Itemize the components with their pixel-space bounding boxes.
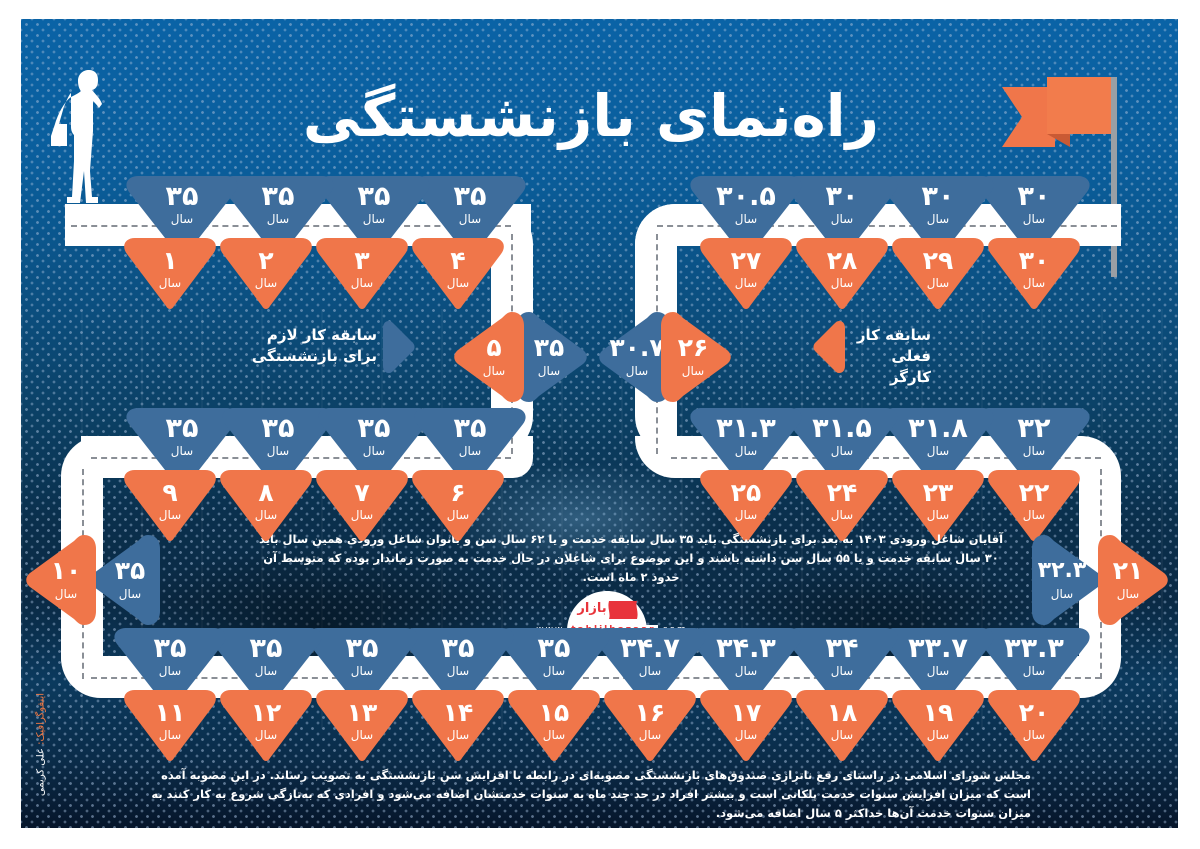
required-badge: ۳۱.۳ سال: [690, 408, 802, 488]
infographic-poster: راه‌نمای بازنشستگی ۳۰ سال ۳۰ سال: [21, 19, 1178, 828]
current-badge: ۲ سال: [219, 238, 313, 310]
current-badge: ۲۱ سال: [1098, 535, 1168, 625]
required-badge: ۳۴ سال: [786, 628, 898, 708]
required-badge: ۳۵ سال: [306, 628, 418, 708]
road-centerline: [671, 457, 1101, 459]
businessman-icon: [51, 70, 102, 203]
required-badge: ۳۰.۵ سال: [690, 176, 802, 256]
required-legend-label: سابقه کار لازم برای بازنشستگی: [251, 326, 377, 365]
current-badge: ۲۸ سال: [795, 238, 889, 310]
middle-note: آقایان شاغل ورودی ۱۴۰۳ به بعد برای بازنش…: [258, 532, 1004, 584]
logo-badge-icon: [567, 591, 647, 631]
required-badge: ۳۱.۵ سال: [786, 408, 898, 488]
current-badge: ۴ سال: [411, 238, 505, 310]
current-badge: ۲۵ سال: [699, 470, 793, 542]
required-badge: ۳۲.۳ سال: [1032, 535, 1102, 625]
current-badge: ۲۲ سال: [987, 470, 1081, 542]
required-badge: ۳۵ سال: [126, 408, 238, 488]
current-badge: ۱۸ سال: [795, 690, 889, 762]
logo-brand: بازار: [577, 601, 607, 616]
current-badge: ۱۳ سال: [315, 690, 409, 762]
required-badge: ۳۴.۷ سال: [594, 628, 706, 708]
required-badge: ۳۴.۳ سال: [690, 628, 802, 708]
current-badge: ۲۰ سال: [987, 690, 1081, 762]
current-badge: ۷ سال: [315, 470, 409, 542]
current-badge: ۲۳ سال: [891, 470, 985, 542]
required-badge: ۳۰ سال: [882, 176, 994, 256]
road-centerline: [91, 677, 1101, 679]
required-badge: ۳۵ سال: [402, 628, 514, 708]
current-badge: ۲۴ سال: [795, 470, 889, 542]
required-badge: ۳۵ سال: [517, 312, 587, 402]
current-badge: ۳ سال: [315, 238, 409, 310]
required-legend-arrow-icon: [383, 321, 415, 373]
current-badge: ۳۰ سال: [987, 238, 1081, 310]
required-badge: ۳۵ سال: [414, 408, 526, 488]
current-badge: ۱۲ سال: [219, 690, 313, 762]
required-badge: ۳۵ سال: [114, 628, 226, 708]
current-badge: ۹ سال: [123, 470, 217, 542]
current-badge: ۱ سال: [123, 238, 217, 310]
current-badge: ۲۶ سال: [661, 312, 731, 402]
required-badge: ۳۰.۷ سال: [599, 312, 669, 402]
current-badge: ۱۴ سال: [411, 690, 505, 762]
current-badge: ۱۶ سال: [603, 690, 697, 762]
required-badge: ۳۵ سال: [318, 408, 430, 488]
required-badge: ۳۵ سال: [498, 628, 610, 708]
current-badge: ۶ سال: [411, 470, 505, 542]
current-legend-arrow-icon: [813, 321, 845, 373]
page-title: راه‌نمای بازنشستگی: [302, 82, 880, 150]
required-badge: ۳۱.۸ سال: [882, 408, 994, 488]
current-legend-label: سابقه کار فعلی کارگر: [856, 326, 931, 386]
required-badge: ۳۵ سال: [210, 628, 322, 708]
required-badge: ۳۵ سال: [126, 176, 238, 256]
flag-icon: [1002, 77, 1117, 277]
current-badge: ۱۱ سال: [123, 690, 217, 762]
current-badge: ۲۹ سال: [891, 238, 985, 310]
road-centerline: [657, 225, 1117, 227]
required-badge: ۳۳.۳ سال: [978, 628, 1090, 708]
required-badge: ۳۵ سال: [222, 408, 334, 488]
required-badge: ۳۵ سال: [222, 176, 334, 256]
required-badge: ۳۰ سال: [786, 176, 898, 256]
current-badge: ۵ سال: [454, 312, 524, 402]
credit: اینفوگرافیک: علی کریمی: [35, 692, 47, 797]
current-badge: ۱۹ سال: [891, 690, 985, 762]
required-badge: ۳۵ سال: [414, 176, 526, 256]
current-badge: ۱۷ سال: [699, 690, 793, 762]
bottom-note: مجلس شورای اسلامی در راستای رفع ناترازی …: [151, 768, 1031, 820]
required-badge: ۳۵ سال: [90, 535, 160, 625]
current-badge: ۸ سال: [219, 470, 313, 542]
required-badge: ۳۵ سال: [318, 176, 430, 256]
required-badge: ۳۲ سال: [978, 408, 1090, 488]
current-badge: ۱۰ سال: [26, 535, 96, 625]
current-badge: ۱۵ سال: [507, 690, 601, 762]
required-badge: ۳۳.۷ سال: [882, 628, 994, 708]
required-badge: ۳۰ سال: [978, 176, 1090, 256]
current-badge: ۲۷ سال: [699, 238, 793, 310]
